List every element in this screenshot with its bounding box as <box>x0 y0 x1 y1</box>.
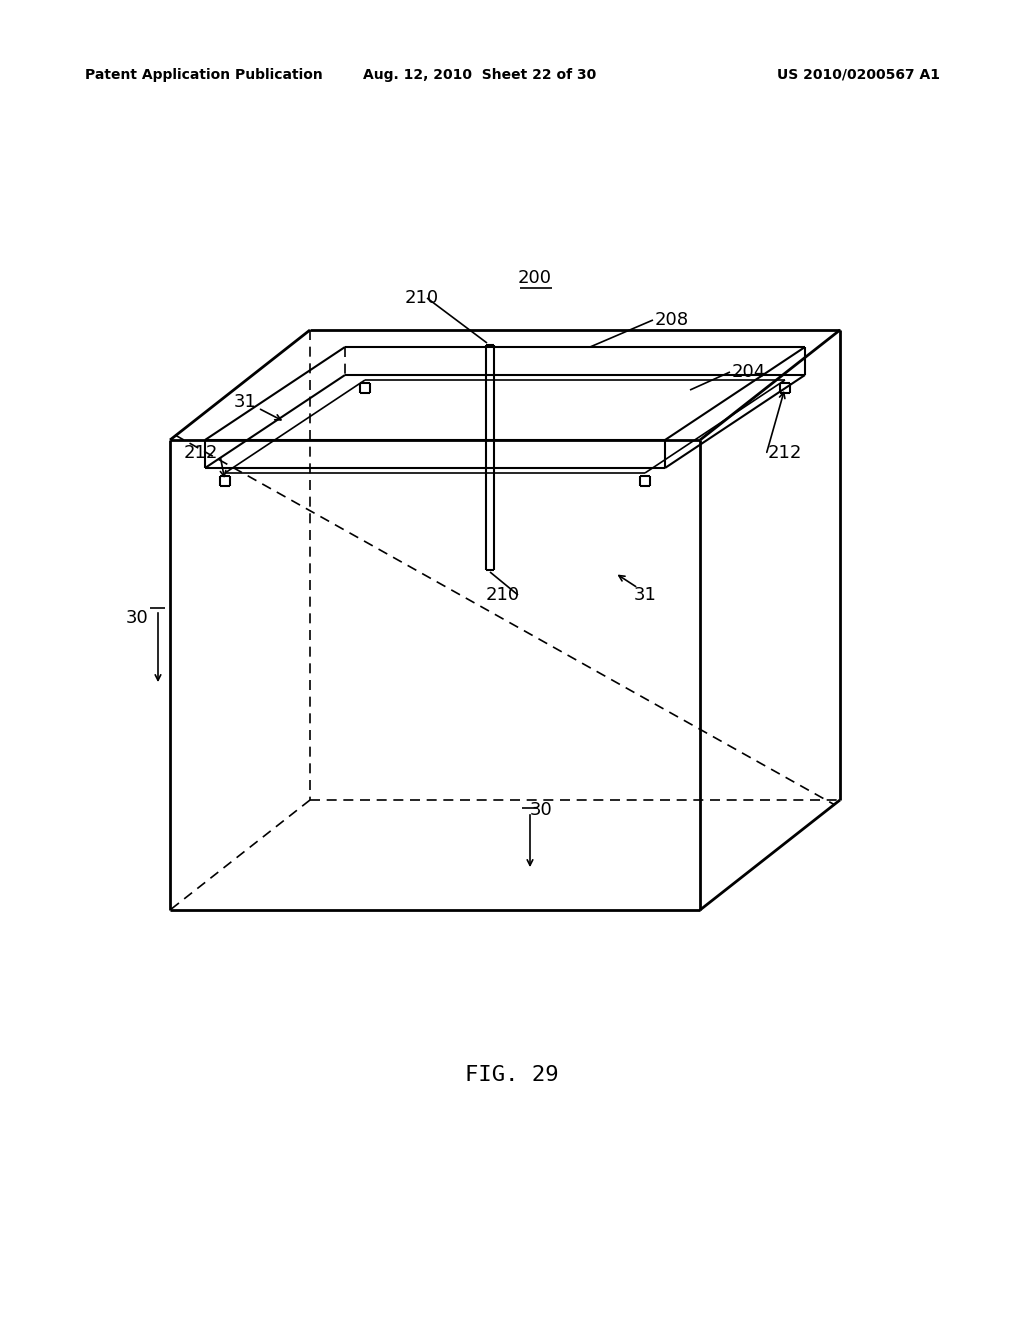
Text: 212: 212 <box>768 444 803 462</box>
Text: 31: 31 <box>233 393 256 411</box>
Text: Aug. 12, 2010  Sheet 22 of 30: Aug. 12, 2010 Sheet 22 of 30 <box>364 69 597 82</box>
Text: Patent Application Publication: Patent Application Publication <box>85 69 323 82</box>
Text: 210: 210 <box>485 586 520 605</box>
Text: 208: 208 <box>655 312 689 329</box>
Text: 31: 31 <box>634 586 656 605</box>
Text: 200: 200 <box>518 269 552 286</box>
Text: 212: 212 <box>183 444 218 462</box>
Text: 30: 30 <box>125 609 148 627</box>
Text: FIG. 29: FIG. 29 <box>465 1065 559 1085</box>
Text: 204: 204 <box>732 363 766 381</box>
Text: 30: 30 <box>530 801 553 818</box>
Text: 210: 210 <box>406 289 439 308</box>
Text: US 2010/0200567 A1: US 2010/0200567 A1 <box>777 69 940 82</box>
